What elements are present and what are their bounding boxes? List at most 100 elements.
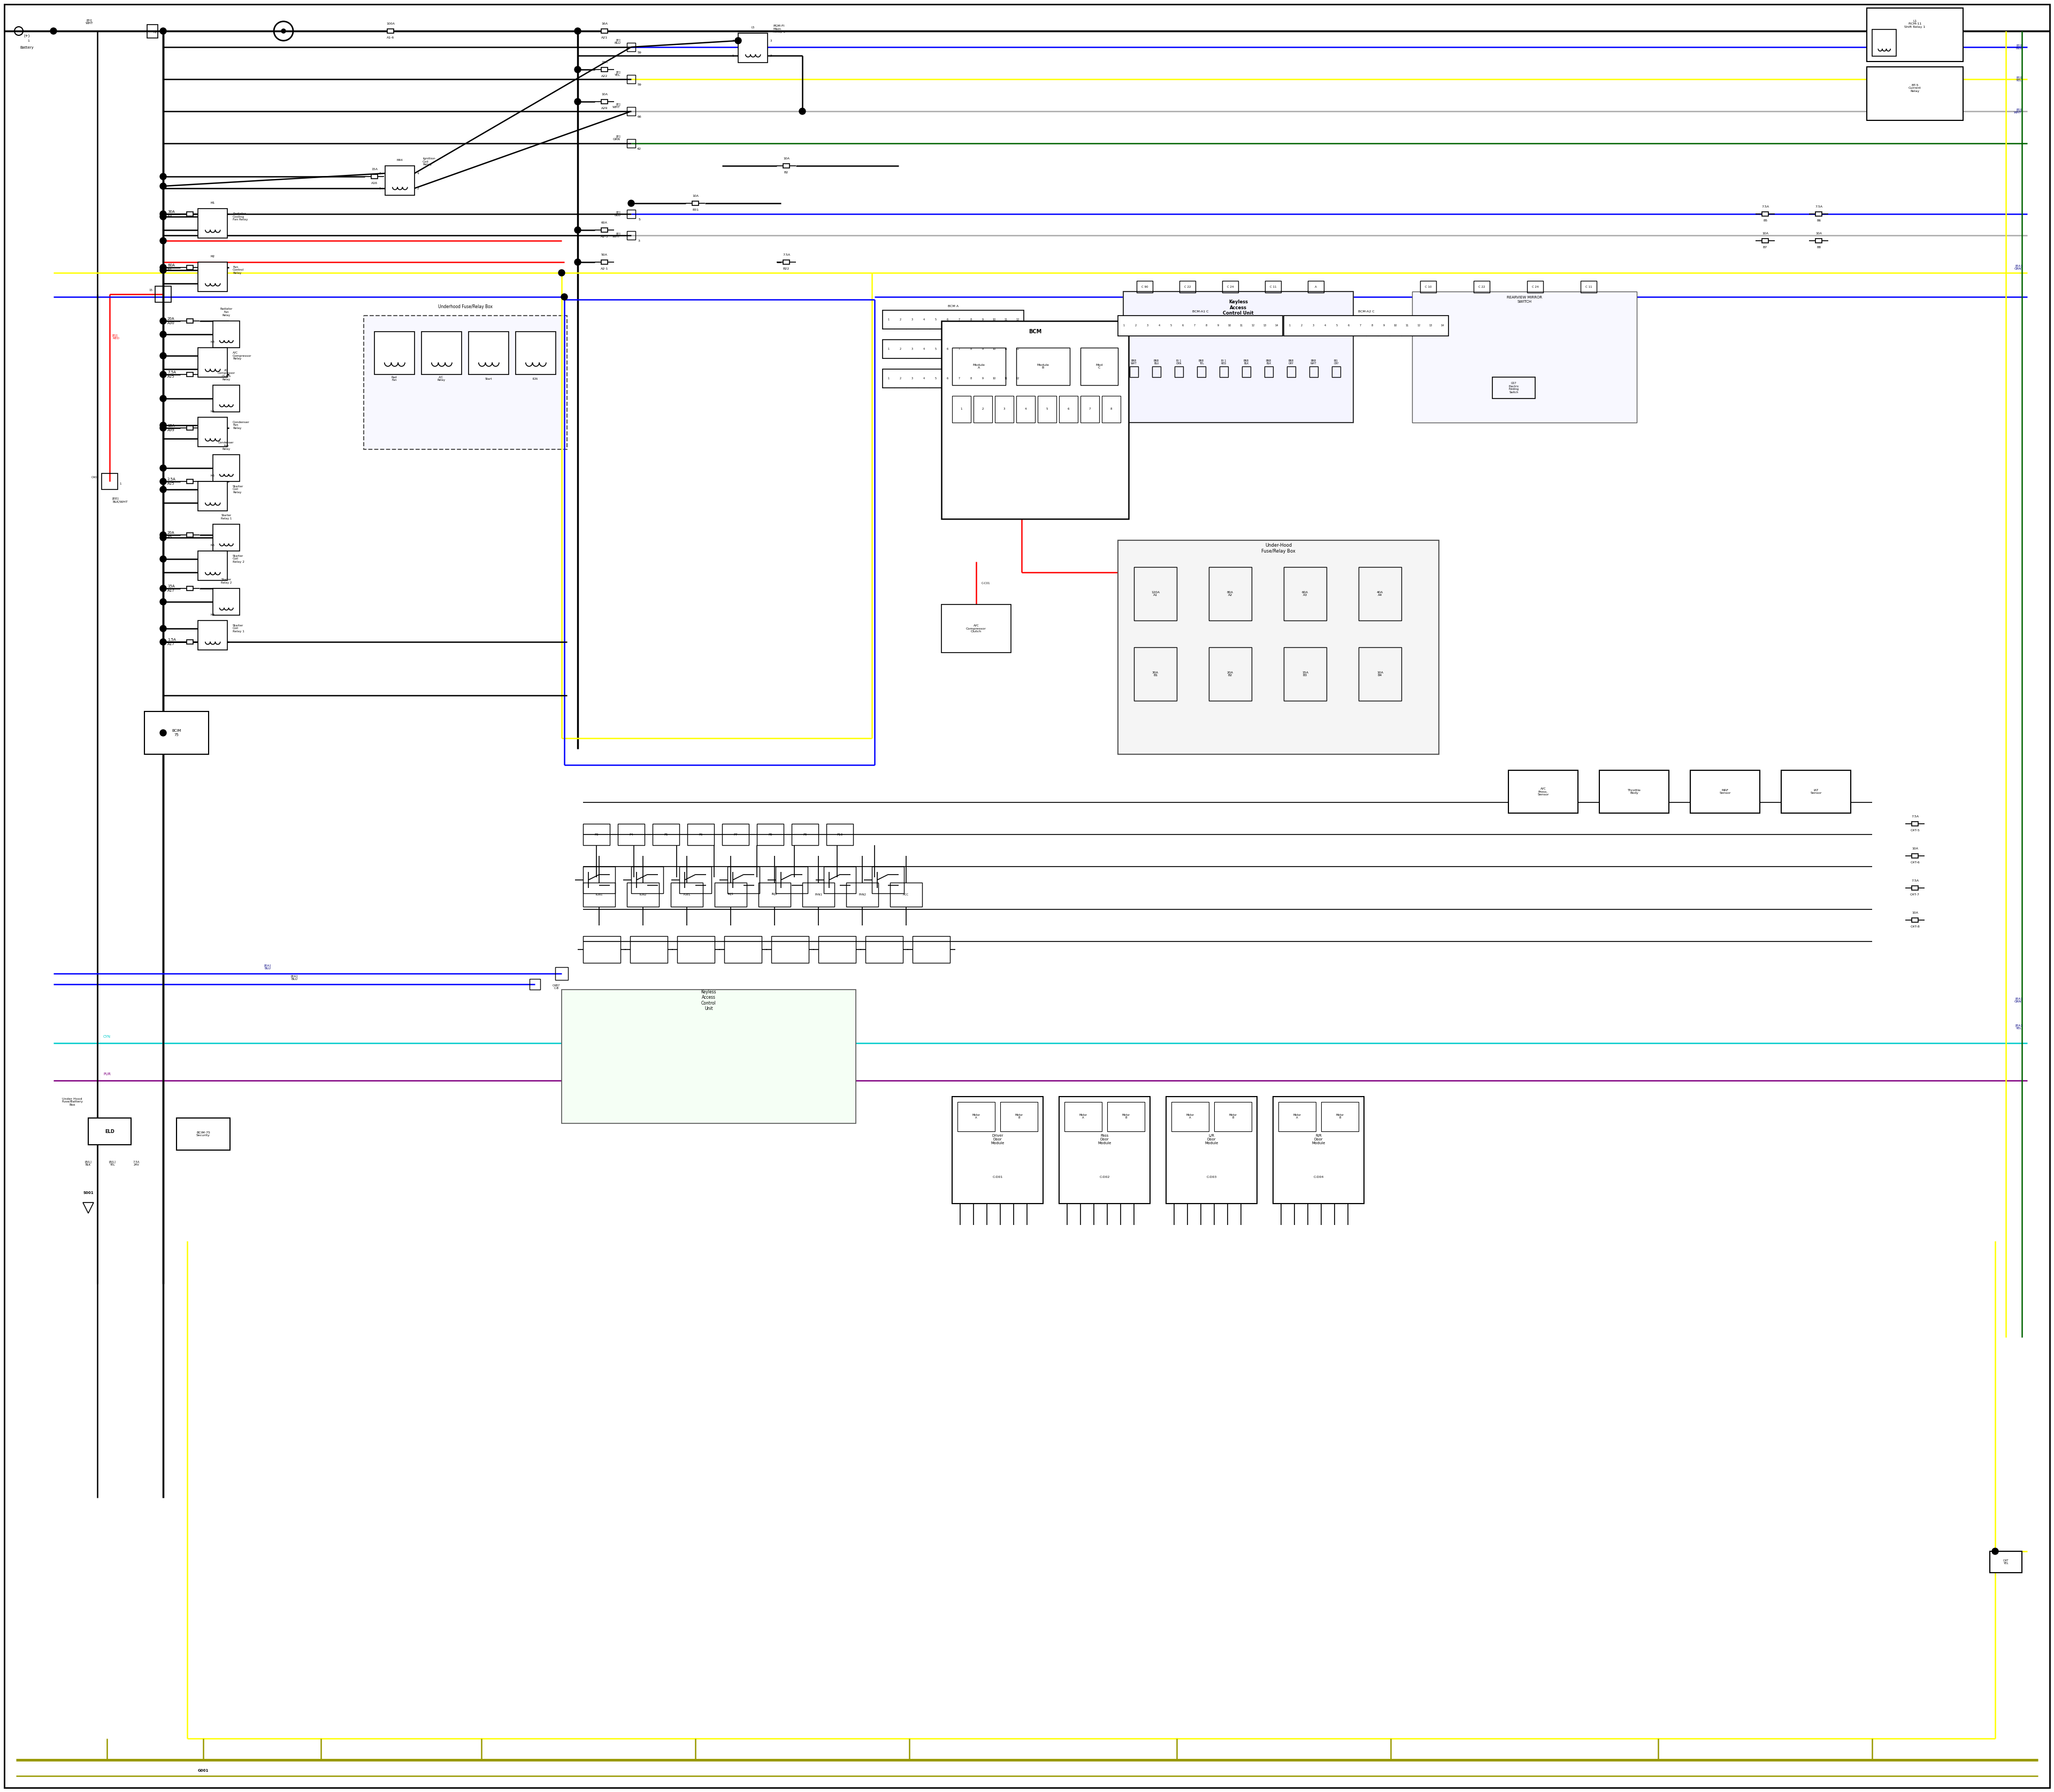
Bar: [1690, 771, 1760, 814]
Circle shape: [160, 638, 166, 645]
Text: [B/L]
BLK: [B/L] BLK: [84, 1161, 92, 1167]
Bar: [957, 1102, 994, 1131]
Text: B22: B22: [783, 267, 789, 271]
Text: FAN2: FAN2: [859, 892, 867, 896]
Text: 15: 15: [148, 289, 152, 292]
Bar: [846, 883, 879, 907]
Text: 100A: 100A: [386, 22, 394, 25]
Text: [EE]
BLK/WHT: [EE] BLK/WHT: [113, 496, 127, 504]
Text: [EI]
WHT: [EI] WHT: [86, 20, 92, 25]
Circle shape: [575, 66, 581, 73]
Bar: [672, 883, 702, 907]
Text: Motor
A: Motor A: [1185, 1113, 1193, 1120]
Text: REARVIEW MIRROR
SWITCH: REARVIEW MIRROR SWITCH: [1508, 296, 1543, 303]
Bar: [772, 935, 809, 962]
Text: S001: S001: [82, 1192, 94, 1195]
Text: [EA]
YEL: [EA] YEL: [2015, 1025, 2021, 1030]
Text: [E]
BLU: [E] BLU: [614, 211, 620, 217]
Bar: [883, 340, 1023, 358]
Text: L/R
Door
Module: L/R Door Module: [1206, 1134, 1218, 1145]
Text: P4: P4: [629, 833, 633, 835]
Bar: [197, 348, 228, 376]
Bar: [101, 473, 117, 489]
Text: Starter
Coil
Relay 2: Starter Coil Relay 2: [232, 554, 244, 563]
Text: C 24: C 24: [1532, 285, 1538, 289]
Text: MAF
Sensor: MAF Sensor: [1719, 788, 1732, 794]
Bar: [561, 989, 857, 1124]
Circle shape: [559, 269, 565, 276]
Bar: [372, 174, 378, 179]
Text: 3: 3: [639, 240, 641, 242]
Text: 60A: 60A: [602, 220, 608, 224]
Bar: [1214, 1102, 1251, 1131]
Text: Keyless
Access
Control
Unit: Keyless Access Control Unit: [700, 989, 717, 1011]
Text: 10: 10: [1228, 324, 1232, 328]
Bar: [631, 867, 663, 894]
Text: AC
Compressor
Clutch
Relay: AC Compressor Clutch Relay: [218, 369, 234, 382]
Bar: [1243, 366, 1251, 376]
Bar: [941, 604, 1011, 652]
Bar: [214, 588, 240, 615]
Bar: [758, 883, 791, 907]
Text: C408: C408: [90, 477, 99, 478]
Bar: [187, 426, 193, 430]
Bar: [1284, 315, 1448, 335]
Text: 10A: 10A: [1816, 231, 1822, 235]
Text: M3: M3: [210, 340, 216, 344]
Text: 14: 14: [1442, 324, 1444, 328]
Bar: [618, 824, 645, 846]
Text: Motor
B: Motor B: [1015, 1113, 1023, 1120]
Text: 60A
A1: 60A A1: [168, 263, 175, 271]
Text: [EJ]
WHT: [EJ] WHT: [2015, 108, 2021, 115]
Bar: [187, 373, 193, 376]
Circle shape: [160, 532, 166, 538]
Bar: [1037, 396, 1056, 423]
Text: Start: Start: [485, 378, 493, 380]
Circle shape: [160, 371, 166, 378]
Bar: [1060, 396, 1078, 423]
Text: 60A
A3: 60A A3: [1302, 591, 1308, 597]
Text: Keyless
Access
Control Unit: Keyless Access Control Unit: [1222, 299, 1253, 315]
Text: P7: P7: [733, 833, 737, 835]
Bar: [187, 586, 193, 591]
Bar: [1912, 823, 1918, 826]
Bar: [177, 1118, 230, 1150]
Circle shape: [735, 38, 741, 43]
Text: [E]
GRN: [E] GRN: [612, 134, 620, 142]
Bar: [214, 525, 240, 550]
Text: Starter
Relay 2: Starter Relay 2: [222, 579, 232, 584]
Bar: [1762, 211, 1768, 217]
Text: IAT
Sensor: IAT Sensor: [1810, 788, 1822, 794]
Text: Mod
C: Mod C: [1095, 364, 1103, 369]
Text: C4T
YEL: C4T YEL: [2003, 1559, 2009, 1564]
Text: Motor
A: Motor A: [1078, 1113, 1087, 1120]
Bar: [678, 935, 715, 962]
Bar: [602, 100, 608, 104]
Circle shape: [160, 464, 166, 471]
Circle shape: [49, 29, 58, 34]
Text: BI 1
CRN: BI 1 CRN: [1177, 358, 1181, 366]
Bar: [626, 108, 635, 115]
Text: A/C
Compressor
Clutch: A/C Compressor Clutch: [965, 624, 986, 633]
Bar: [364, 315, 567, 450]
Text: Ignition
Coil
Relay: Ignition Coil Relay: [423, 158, 435, 167]
Text: BRB
WHT: BRB WHT: [1132, 358, 1138, 366]
Text: 10: 10: [1395, 324, 1397, 328]
Circle shape: [160, 332, 166, 337]
Bar: [1508, 771, 1577, 814]
Bar: [1358, 566, 1401, 620]
Circle shape: [575, 99, 581, 106]
Text: 15A
A17: 15A A17: [168, 584, 175, 591]
Text: 12: 12: [1017, 376, 1019, 380]
Bar: [187, 211, 193, 217]
Text: 7.5A
A25: 7.5A A25: [168, 371, 177, 378]
Text: [E]
YEL: [E] YEL: [614, 72, 620, 77]
Text: C4B7
C-B: C4B7 C-B: [553, 984, 561, 989]
Text: B31: B31: [692, 208, 698, 211]
Bar: [1816, 211, 1822, 217]
Text: A29: A29: [602, 108, 608, 109]
Bar: [1080, 348, 1117, 385]
Circle shape: [160, 183, 166, 190]
Circle shape: [160, 263, 166, 271]
Bar: [1284, 647, 1327, 701]
